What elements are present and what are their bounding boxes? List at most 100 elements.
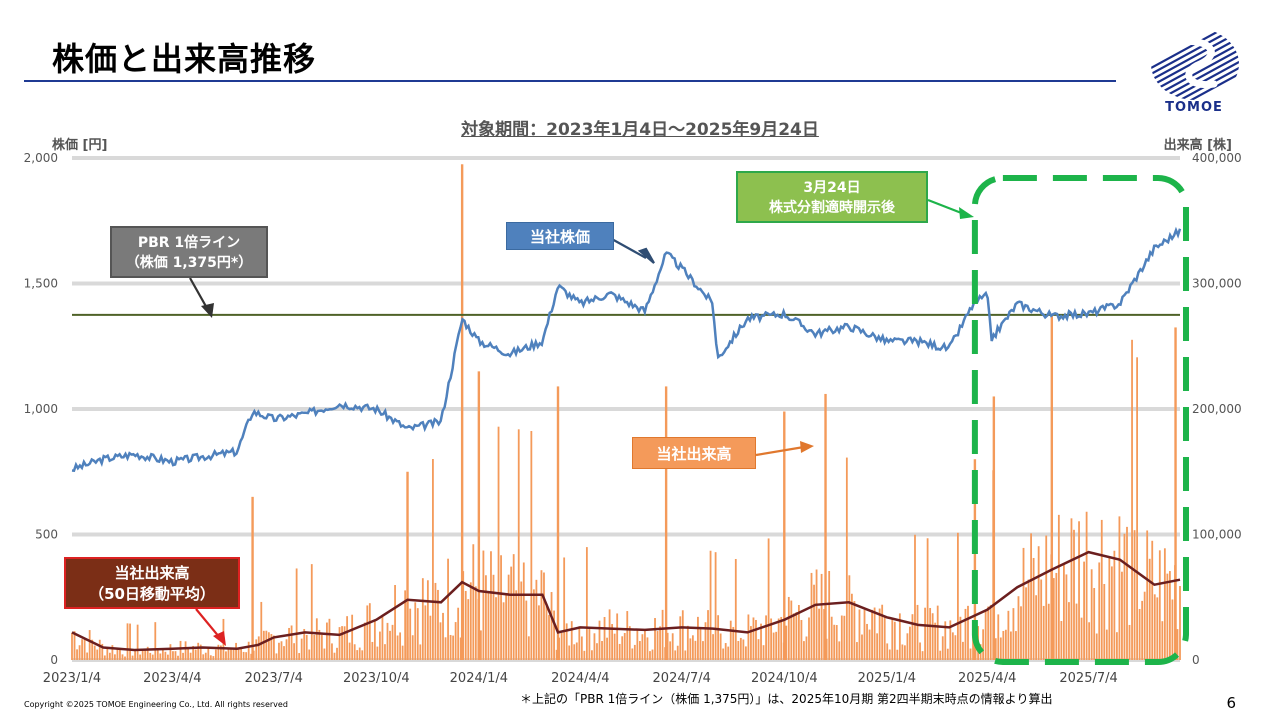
volume-bar bbox=[459, 637, 462, 660]
volume-bar bbox=[772, 632, 775, 660]
volume-bar bbox=[141, 650, 144, 660]
volume-bar bbox=[545, 604, 548, 660]
volume-bar bbox=[119, 649, 121, 660]
y-left-tick: 1,000 bbox=[24, 402, 58, 416]
volume-bar bbox=[262, 630, 265, 660]
volume-bar bbox=[151, 654, 154, 660]
volume-bar bbox=[411, 635, 414, 660]
volume-bar bbox=[777, 618, 780, 660]
volume-bar bbox=[916, 604, 919, 660]
volume-bar bbox=[490, 551, 492, 660]
volume-bar bbox=[1022, 547, 1025, 660]
price-arrow bbox=[609, 237, 647, 259]
volume-bar bbox=[416, 608, 419, 660]
volume-bar bbox=[601, 640, 603, 660]
volume-bar bbox=[866, 623, 868, 660]
volume-bar bbox=[139, 654, 142, 660]
volume-bar bbox=[724, 643, 727, 660]
volume-bar bbox=[449, 634, 452, 660]
volume-bar bbox=[848, 575, 851, 660]
volume-bar bbox=[1002, 630, 1005, 660]
volume-bar bbox=[949, 620, 952, 660]
volume-bar bbox=[954, 635, 957, 660]
volume-bar bbox=[434, 582, 437, 660]
volume-bar bbox=[379, 631, 381, 660]
volume-bar bbox=[235, 642, 237, 660]
volume-bar bbox=[1146, 530, 1149, 660]
stock-price-line bbox=[71, 226, 1182, 473]
volume-bar bbox=[719, 633, 722, 660]
volume-bar bbox=[260, 601, 263, 660]
volume-bar bbox=[1110, 566, 1113, 660]
volume-bar bbox=[242, 651, 245, 660]
volume-bar bbox=[661, 609, 664, 660]
volume-bar bbox=[149, 652, 152, 660]
volume-bar bbox=[861, 634, 863, 660]
volume-bar bbox=[563, 557, 566, 660]
volume-bar bbox=[505, 594, 508, 660]
volume-bar bbox=[906, 633, 909, 660]
page-number: 6 bbox=[1226, 694, 1236, 712]
x-tick: 2023/1/4 bbox=[43, 671, 101, 686]
volume-bar bbox=[1073, 529, 1075, 660]
copyright: Copyright ©2025 TOMOE Engineering Co., L… bbox=[24, 700, 288, 709]
volume-bar bbox=[1121, 571, 1123, 660]
volume-bar bbox=[780, 616, 783, 660]
volume-bar bbox=[444, 637, 447, 660]
volume-bar bbox=[1151, 540, 1154, 660]
volume-bar bbox=[285, 639, 288, 660]
volume-bar bbox=[951, 632, 954, 660]
volume-bar bbox=[1161, 621, 1164, 660]
volume-bar bbox=[1027, 579, 1030, 660]
volume-bar bbox=[217, 644, 220, 660]
volume-bar bbox=[298, 653, 301, 660]
volume-label-text: 当社出来高 bbox=[656, 444, 732, 463]
volume-bar bbox=[399, 632, 402, 660]
volume-bar bbox=[593, 633, 596, 660]
volume-bar bbox=[114, 654, 116, 660]
volume-bar bbox=[1158, 550, 1161, 660]
volume-bar bbox=[426, 580, 429, 660]
volume-bar bbox=[1179, 586, 1181, 660]
volume-bar bbox=[984, 610, 987, 660]
ma-label-line1: 当社出来高 bbox=[114, 564, 190, 582]
slide-title: 株価と出来高推移 bbox=[52, 40, 317, 78]
volume-bar bbox=[686, 625, 689, 660]
volume-bar bbox=[608, 609, 611, 660]
volume-bar bbox=[538, 605, 540, 660]
volume-bar bbox=[288, 627, 290, 660]
volume-bar bbox=[124, 656, 126, 660]
volume-bar bbox=[1070, 518, 1073, 660]
volume-bar bbox=[1047, 603, 1050, 660]
volume-bar bbox=[197, 642, 200, 660]
volume-bar bbox=[787, 596, 790, 660]
volume-bar bbox=[121, 654, 124, 660]
volume-spike bbox=[992, 396, 996, 660]
volume-bar bbox=[1113, 550, 1116, 660]
volume-spike bbox=[973, 459, 977, 660]
volume-bar bbox=[611, 624, 614, 660]
volume-bar bbox=[530, 430, 533, 660]
volume-bar bbox=[699, 628, 702, 660]
volume-bar bbox=[212, 656, 215, 660]
volume-bar bbox=[303, 628, 306, 660]
volume-spike bbox=[406, 471, 409, 660]
volume-bar bbox=[651, 649, 654, 660]
volume-bar bbox=[956, 532, 959, 660]
volume-bar bbox=[580, 636, 583, 660]
volume-bar bbox=[722, 648, 725, 660]
volume-bar bbox=[192, 645, 195, 660]
volume-bar bbox=[863, 609, 866, 660]
volume-bar bbox=[626, 611, 629, 660]
volume-bar bbox=[795, 612, 798, 660]
volume-bar bbox=[169, 644, 172, 660]
volume-bar bbox=[803, 641, 805, 660]
volume-bar bbox=[729, 620, 732, 660]
volume-bar bbox=[1083, 561, 1085, 660]
volume-bar bbox=[676, 645, 679, 660]
volume-label: 当社出来高 bbox=[632, 437, 756, 469]
volume-bar bbox=[755, 619, 757, 660]
volume-bar bbox=[1163, 548, 1166, 660]
volume-moving-average-line bbox=[71, 550, 1181, 652]
